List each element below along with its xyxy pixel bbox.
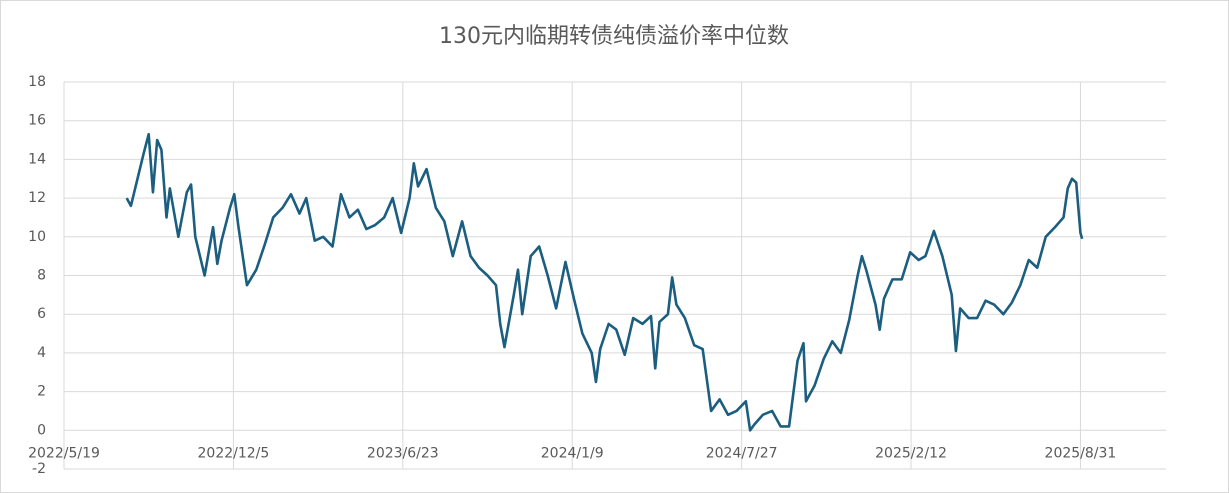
- y-tick-label: 18: [28, 74, 46, 90]
- y-tick-label: 2: [37, 384, 46, 400]
- y-tick-label: 10: [28, 229, 46, 245]
- x-tick-label: 2024/1/9: [541, 445, 604, 461]
- x-tick-label: 2025/2/12: [875, 445, 947, 461]
- x-tick-label: 2025/8/31: [1045, 445, 1117, 461]
- x-tick-label: 2023/6/23: [367, 445, 439, 461]
- line-series: [125, 132, 1084, 432]
- y-tick-label: 4: [37, 345, 46, 361]
- x-tick-label: 2024/7/27: [706, 445, 778, 461]
- y-tick-label: 8: [37, 268, 46, 284]
- y-tick-label: 12: [28, 190, 46, 206]
- y-tick-label: 0: [37, 422, 46, 438]
- y-tick-label: 14: [28, 151, 46, 167]
- x-tick-label: 2022/12/5: [198, 445, 270, 461]
- x-tick-label: 2022/5/19: [28, 445, 100, 461]
- y-tick-label: 6: [37, 306, 46, 322]
- chart-title: 130元内临期转债纯债溢价率中位数: [439, 24, 789, 49]
- y-tick-label: 16: [28, 113, 46, 129]
- y-tick-label: -2: [32, 461, 46, 477]
